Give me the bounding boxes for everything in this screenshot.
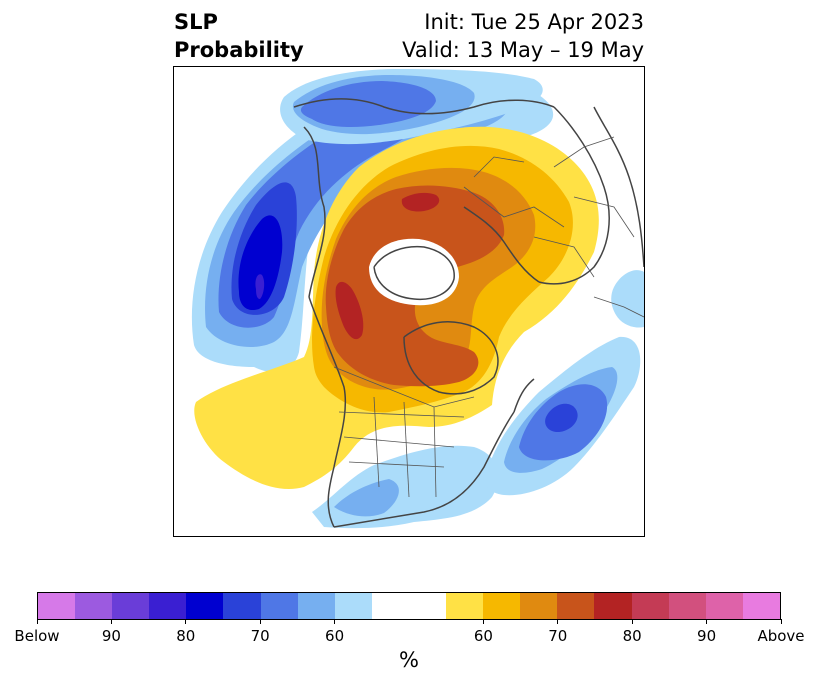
borders: [333, 136, 644, 498]
colorbar-tick: [706, 619, 708, 624]
colorbar-tick: [780, 619, 782, 624]
colorbar-swatch: [705, 593, 743, 619]
init-date: Init: Tue 25 Apr 2023: [424, 10, 644, 34]
colorbar: [37, 592, 781, 620]
colorbar-unit: %: [399, 648, 419, 672]
colorbar-tick: [110, 619, 112, 624]
colorbar-tick-label: Below: [14, 627, 60, 645]
colorbar-swatch: [446, 593, 484, 619]
colorbar-tick-label: 90: [101, 627, 121, 645]
colorbar-swatch: [371, 593, 447, 619]
colorbar-swatch: [557, 593, 595, 619]
colorbar-swatch: [112, 593, 150, 619]
colorbar-tick-label: 60: [325, 627, 345, 645]
below-70-south-usa: [334, 479, 399, 517]
colorbar-swatch: [260, 593, 298, 619]
colorbar-tick-label: 90: [697, 627, 717, 645]
polar-map: [173, 66, 645, 537]
colorbar-swatch: [297, 593, 335, 619]
colorbar-swatch: [631, 593, 669, 619]
title-probability: Probability: [174, 38, 304, 62]
colorbar-tick: [259, 619, 261, 624]
colorbar-swatch: [186, 593, 224, 619]
colorbar-tick-label: 80: [176, 627, 196, 645]
colorbar-swatch: [742, 593, 780, 619]
colorbar-swatch: [75, 593, 113, 619]
title-variable: SLP: [174, 10, 218, 34]
map-title: SLP Probability: [174, 8, 304, 64]
below-90-north-atlantic: [545, 403, 578, 433]
colorbar-tick-label: 70: [548, 627, 568, 645]
colorbar-tick: [334, 619, 336, 624]
colorbar-swatch: [334, 593, 372, 619]
below-peak-gulf-alaska: [255, 274, 265, 299]
colorbar-swatch: [594, 593, 632, 619]
colorbar-tick-label: Above: [757, 627, 805, 645]
near-normal-pole: [369, 238, 459, 306]
colorbar-tick: [482, 619, 484, 624]
colorbar-swatch: [520, 593, 558, 619]
colorbar-tick-label: 80: [622, 627, 642, 645]
above-90-arctic-siberia: [401, 192, 440, 212]
colorbar-tick: [557, 619, 559, 624]
colorbar-swatch: [38, 593, 76, 619]
above-90-arctic-pacific: [335, 281, 364, 340]
map-svg: [174, 69, 644, 529]
below-60-east-atlantic: [611, 270, 644, 328]
west-edge-marker: [174, 285, 180, 317]
colorbar-tick: [185, 619, 187, 624]
colorbar-swatch: [668, 593, 706, 619]
coastlines: [293, 98, 644, 528]
below-95-gulf-alaska: [238, 215, 283, 311]
forecast-dates: Init: Tue 25 Apr 2023 Valid: 13 May – 19…: [402, 8, 644, 64]
colorbar-tick: [36, 619, 38, 624]
valid-range: Valid: 13 May – 19 May: [402, 38, 644, 62]
below-80-siberia: [300, 81, 436, 127]
colorbar-swatch: [223, 593, 261, 619]
colorbar-swatch: [149, 593, 187, 619]
colorbar-tick: [631, 619, 633, 624]
colorbar-tick-label: 60: [473, 627, 493, 645]
colorbar-swatch: [483, 593, 521, 619]
colorbar-tick-label: 70: [250, 627, 270, 645]
